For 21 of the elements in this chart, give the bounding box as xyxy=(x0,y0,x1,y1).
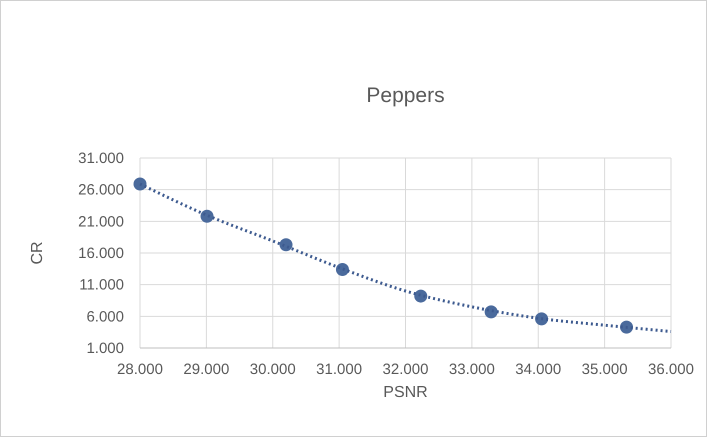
point xyxy=(134,177,146,190)
x-tick-label: 36.000 xyxy=(648,361,694,378)
x-tick-label: 28.000 xyxy=(117,361,163,378)
y-tick-label: 16.000 xyxy=(78,245,124,262)
x-tick-label: 35.000 xyxy=(582,361,628,378)
x-tick-label: 31.000 xyxy=(316,361,362,378)
y-tick-label: 21.000 xyxy=(78,213,124,230)
x-axis-title: PSNR xyxy=(383,384,428,401)
y-axis-title: CR xyxy=(29,241,46,265)
x-tick-label: 30.000 xyxy=(250,361,296,378)
y-tick-label: 26.000 xyxy=(78,182,124,199)
y-tick-label: 6.000 xyxy=(86,308,124,326)
y-tick-label: 31.000 xyxy=(78,150,124,167)
point xyxy=(280,238,293,252)
y-tick-label: 1.000 xyxy=(86,340,124,357)
y-tick-label: 11.000 xyxy=(79,276,124,294)
x-tick-label: 34.000 xyxy=(515,361,562,378)
x-tick-label: 29.000 xyxy=(183,361,230,378)
chart-title: Peppers xyxy=(366,84,445,107)
x-tick-label: 32.000 xyxy=(382,361,428,378)
x-tick-label: 33.000 xyxy=(448,361,495,378)
